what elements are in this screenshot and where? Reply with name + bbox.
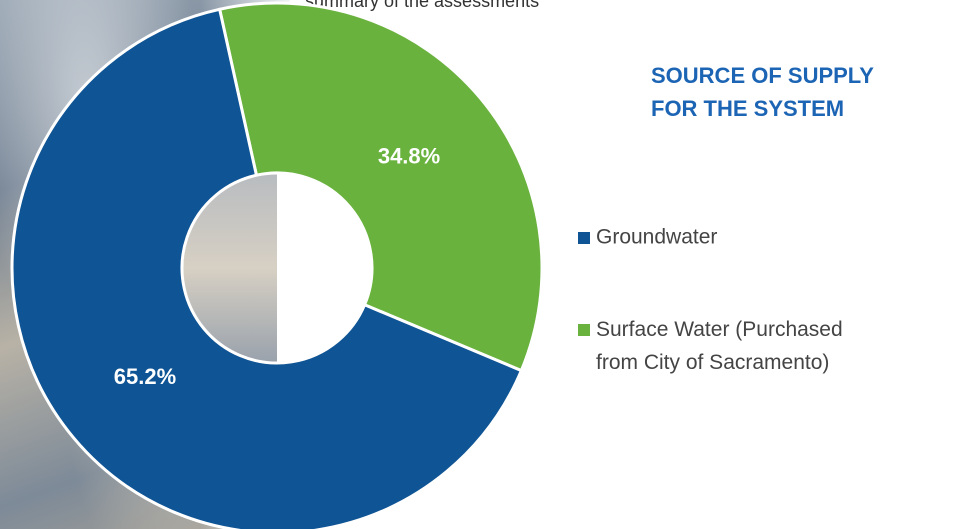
legend-swatch: [578, 324, 590, 336]
caption: summary of the assessments: [305, 0, 539, 11]
donut-slice: [217, 1, 544, 373]
chart-title-line: FOR THE SYSTEM: [651, 96, 844, 121]
data-label: 34.8%: [378, 144, 440, 169]
donut-slice: [10, 7, 524, 529]
legend-swatch: [578, 232, 590, 244]
legend-label: Surface Water (Purchased from City of Sac…: [596, 318, 843, 374]
legend-line: from City of Sacramento): [596, 351, 829, 374]
chart-title: SOURCE OF SUPPLY FOR THE SYSTEM: [651, 63, 874, 121]
chart-title-line: SOURCE OF SUPPLY: [651, 63, 874, 88]
legend-label: Groundwater: [596, 226, 717, 249]
legend-line: Surface Water (Purchased: [596, 318, 843, 341]
donut-hole-photo: [183, 174, 277, 362]
data-label: 65.2%: [114, 364, 176, 389]
